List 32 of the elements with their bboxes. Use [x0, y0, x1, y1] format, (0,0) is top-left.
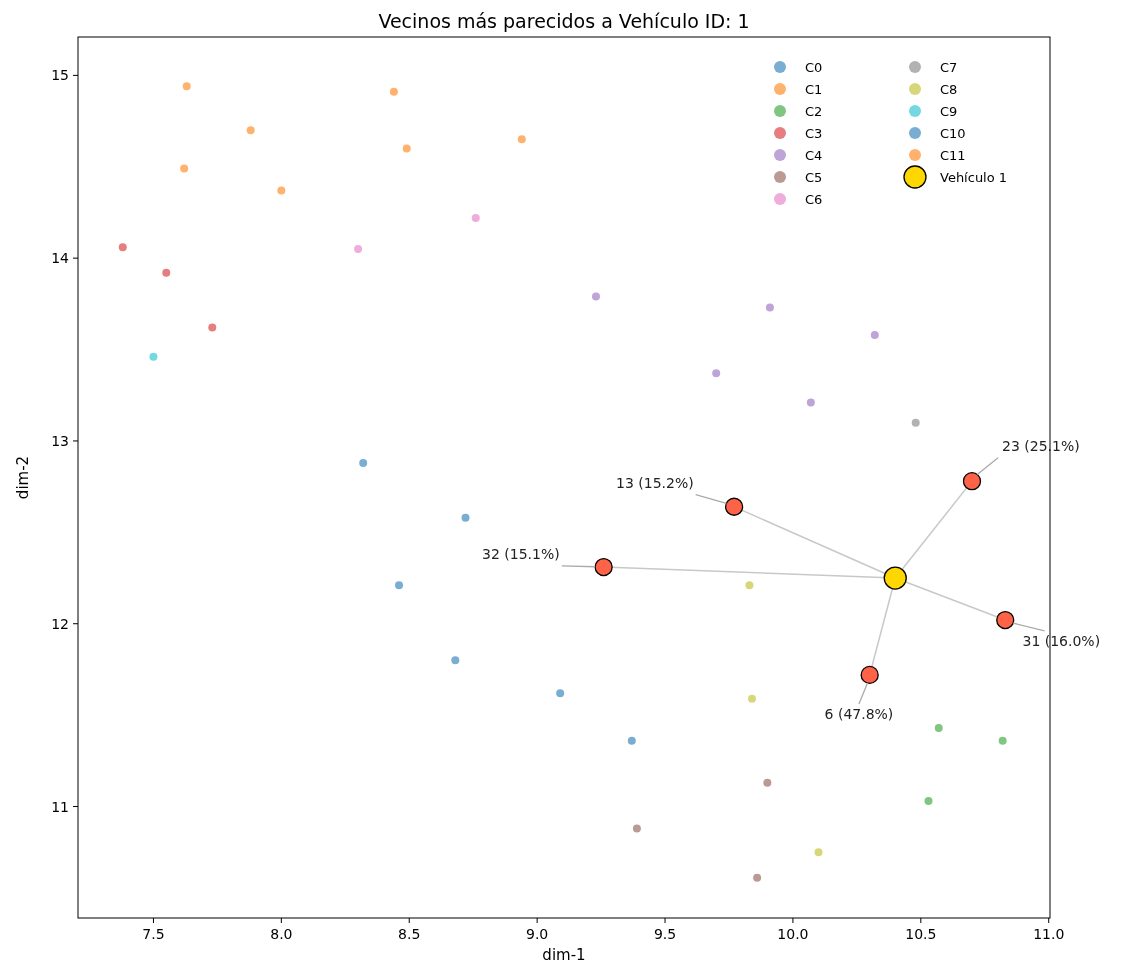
- annotation: 13 (15.2%): [616, 474, 694, 491]
- x-tick-label: 7.5: [142, 926, 165, 942]
- legend-label: C9: [940, 103, 958, 119]
- x-tick-label: 9.0: [526, 926, 549, 942]
- x-tick-label: 8.0: [270, 926, 293, 942]
- y-tick-label: 13: [51, 432, 69, 449]
- legend-label: C2: [805, 103, 823, 119]
- legend-label: C1: [805, 81, 823, 97]
- legend-label: C3: [805, 125, 823, 141]
- annotation: 32 (15.1%): [482, 545, 560, 562]
- legend-label: C10: [940, 125, 966, 141]
- legend-label: C4: [805, 147, 823, 163]
- y-tick-label: 12: [51, 615, 69, 632]
- y-tick-label: 14: [51, 250, 70, 267]
- legend-label: C0: [805, 59, 823, 75]
- legend-label: C6: [805, 191, 823, 207]
- x-tick-label: 10.0: [777, 926, 809, 942]
- legend-label: C11: [940, 147, 966, 163]
- chart-title: Vecinos más parecidos a Vehículo ID: 1: [378, 10, 750, 32]
- x-tick-label: 10.5: [905, 926, 937, 942]
- x-axis-title: dim-1: [542, 946, 586, 964]
- annotation: 6 (47.8%): [824, 705, 894, 722]
- x-tick-label: 11.0: [1033, 926, 1065, 942]
- y-tick-label: 15: [51, 67, 69, 84]
- y-axis-title: dim-2: [14, 455, 32, 500]
- legend-label: Vehículo 1: [940, 169, 1008, 185]
- legend-label: C5: [805, 169, 823, 185]
- legend-label: C7: [940, 59, 958, 75]
- x-tick-label: 8.5: [398, 926, 421, 942]
- x-tick-label: 9.5: [653, 926, 677, 942]
- y-tick-label: 11: [51, 798, 69, 815]
- legend-label: C8: [940, 81, 958, 97]
